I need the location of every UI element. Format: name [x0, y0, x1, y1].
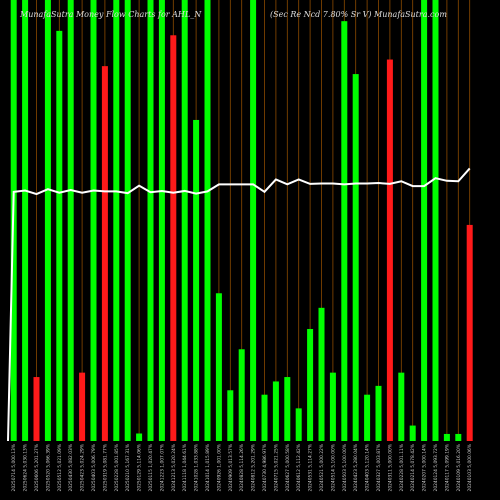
money-flow-bar [124, 0, 131, 441]
x-tick-label: 20240531 5,114.27% [308, 444, 314, 491]
money-flow-bars [10, 0, 473, 442]
money-flow-bar [250, 0, 257, 441]
x-tick-label: 20250624 5,030.13% [23, 444, 29, 491]
money-flow-bar [443, 433, 450, 441]
x-tick-label: 20240812 5,201.29% [251, 444, 257, 491]
money-flow-bar [170, 35, 177, 441]
money-flow-bar [56, 30, 63, 442]
x-tick-label: 20240514 5,100.00% [330, 444, 336, 491]
money-flow-bar [33, 377, 40, 441]
x-tick-label: 20250129 5,114.06% [137, 444, 143, 491]
chart-title-left: MunafaSutra Money Flow Charts for AHL_N [19, 10, 202, 19]
x-tick-label: 20240103 5,000.06% [467, 444, 473, 491]
x-tick-label: 20241223 1,007.07% [159, 444, 165, 491]
money-flow-bar [101, 66, 108, 442]
x-tick-label: 20240909 5,013.57% [228, 444, 234, 491]
x-tick-label: 20240926 1,001.00% [216, 444, 222, 491]
money-flow-bar [375, 385, 382, 441]
x-tick-label: 20240521 5,000.22% [319, 444, 325, 491]
x-tick-label: 20241014 1,015.89% [205, 444, 211, 491]
money-flow-bar [136, 433, 143, 441]
x-tick-label: 20240715 5,021.25% [273, 444, 279, 491]
money-flow-bar [147, 0, 154, 441]
x-axis-ticks: 20250714 5,000.13% 20250624 5,030.13% 2025… [11, 444, 473, 491]
money-flow-bar [44, 0, 51, 441]
money-flow-bar [67, 0, 74, 441]
x-tick-label: 20240207 5,000.14% [422, 444, 428, 491]
money-flow-bar [193, 119, 200, 442]
x-tick-label: 20240117 5,099.19% [444, 444, 450, 491]
x-tick-label: 20250714 5,000.13% [11, 444, 17, 491]
x-tick-label: 20250403 5,006.79% [91, 444, 97, 491]
x-tick-label: 20250228 5,001.85% [114, 444, 120, 491]
x-tick-label: 20250210 5,167.31% [125, 444, 131, 491]
money-flow-bar [432, 0, 439, 441]
money-flow-bar [307, 328, 314, 441]
money-flow-bar [284, 377, 291, 441]
x-tick-label: 20240311 5,000.00% [387, 444, 393, 491]
money-flow-bar [466, 224, 473, 441]
money-flow-bar [409, 425, 416, 441]
x-tick-label: 20250430 5,082.03% [68, 444, 74, 491]
x-tick-label: 20240627 5,000.58% [285, 444, 291, 491]
money-flow-bar [455, 433, 462, 441]
x-tick-label: 20250512 5,021.09% [57, 444, 63, 491]
money-flow-bar [261, 394, 268, 441]
money-flow-bar [158, 0, 165, 441]
x-tick-label: 20240214 5,078.42% [410, 444, 416, 491]
money-flow-bar [329, 372, 336, 441]
flow-line [7, 167, 471, 442]
x-tick-label: 20241213 5,020.24% [171, 444, 177, 491]
money-flow-bar [22, 0, 29, 441]
money-flow-bar [90, 0, 97, 441]
x-tick-label: 20250606 5,201.27% [34, 444, 40, 491]
money-flow-bar [364, 394, 371, 441]
x-tick-label: 20240228 5,001.11% [399, 444, 405, 491]
money-flow-bar [352, 74, 359, 441]
x-tick-label: 20240730 4,986.97% [262, 444, 268, 491]
money-flow-bar [295, 408, 302, 441]
x-tick-label: 20240327 5,003.87% [376, 444, 382, 491]
x-tick-label: 20250319 5,081.77% [102, 444, 108, 491]
money-flow-bar [272, 381, 279, 441]
money-flow-bar [421, 0, 428, 441]
x-tick-label: 20241118 1,044.61% [182, 444, 188, 491]
x-tick-label: 20240612 5,112.42% [296, 444, 302, 491]
money-flow-bar [318, 307, 325, 441]
x-tick-label: 20250115 1,020.47% [148, 444, 154, 491]
money-flow-bar [386, 59, 393, 441]
x-tick-label: 20240828 5,114.26% [239, 444, 245, 491]
money-flow-bar [227, 390, 234, 441]
money-flow-bar [398, 372, 405, 441]
x-tick-label: 20250423 5,024.29% [80, 444, 86, 491]
x-tick-label: 20240109 5,016.20% [456, 444, 462, 491]
x-tick-label: 20241028 1,033.88% [194, 444, 200, 491]
money-flow-bar [341, 21, 348, 441]
x-tick-label: 20240403 5,120.14% [365, 444, 371, 491]
money-flow-bar [113, 0, 120, 441]
money-flow-bar [238, 349, 245, 441]
money-flow-bar [204, 0, 211, 441]
chart-title-right: (Sec Re Ncd 7.80% Sr V) MunafaSutra.com [270, 10, 447, 19]
money-flow-bar [79, 372, 86, 441]
money-flow-bar [215, 293, 222, 441]
x-tick-label: 20240124 5,093.72% [433, 444, 439, 491]
x-tick-label: 20240423 5,280.04% [353, 444, 359, 491]
x-tick-label: 20240503 5,100.00% [342, 444, 348, 491]
x-tick-label: 20250520 5,066.39% [45, 444, 51, 491]
money-flow-bar [181, 0, 188, 441]
